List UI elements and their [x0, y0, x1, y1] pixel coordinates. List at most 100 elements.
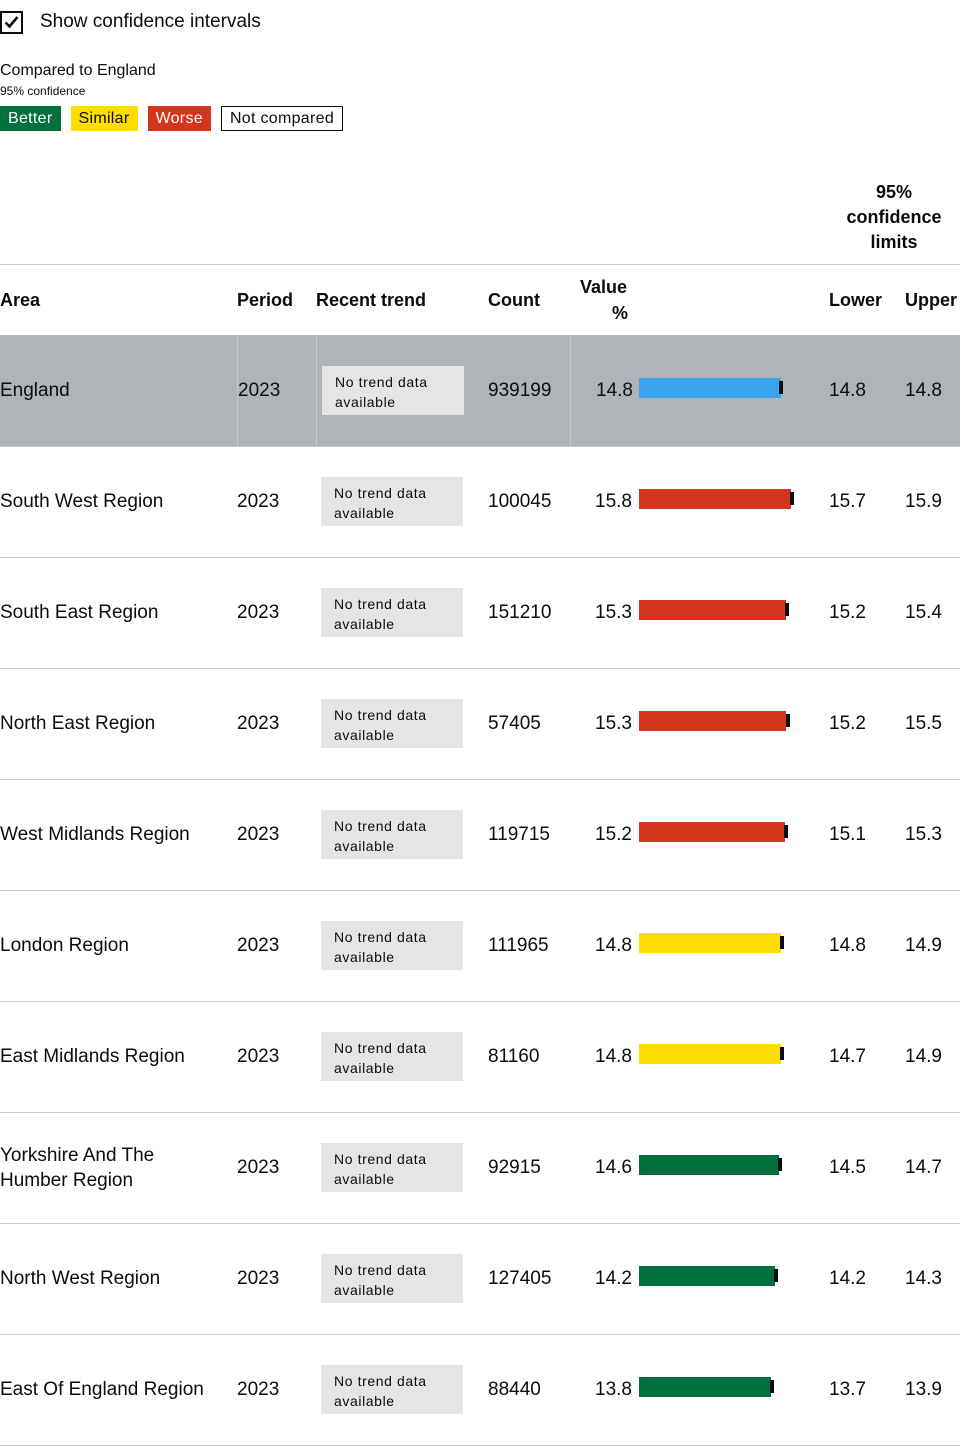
area-name-line: West Midlands Region: [0, 824, 190, 845]
value: 14.6: [595, 1156, 632, 1178]
value: 15.8: [595, 490, 632, 512]
upper-limit: 15.4: [905, 601, 942, 623]
table-row[interactable]: England 2023 No trend data available 939199 1…: [0, 335, 960, 447]
period: 2023: [237, 1267, 280, 1289]
upper-limit: 14.7: [905, 1156, 942, 1178]
trend-text-line: No trend data: [334, 596, 427, 612]
area-name-line: London Region: [0, 935, 129, 956]
trend-text-line: available: [334, 727, 395, 743]
lower-limit: 14.8: [829, 934, 866, 956]
no-trend-badge: No trend data available: [322, 366, 464, 415]
table-row[interactable]: London Region 2023 No trend data available 1…: [0, 890, 960, 1002]
value-bar: [639, 822, 785, 842]
area-name[interactable]: South East Region: [0, 557, 236, 668]
area-name-line: East Of England Region: [0, 1379, 204, 1400]
lower-limit: 14.2: [829, 1267, 866, 1289]
lower-limit: 14.7: [829, 1045, 866, 1067]
legend-similar: Similar: [70, 106, 138, 131]
value-bar: [639, 1155, 779, 1175]
recent-trend: No trend data available: [316, 1001, 486, 1112]
table-row[interactable]: North West Region 2023 No trend data availa…: [0, 1223, 960, 1335]
header-upper[interactable]: Upper: [905, 290, 958, 310]
legend-title: Compared to England: [0, 62, 156, 79]
area-name[interactable]: South West Region: [0, 446, 236, 557]
header-count[interactable]: Count: [488, 290, 540, 310]
value: 13.8: [595, 1378, 632, 1400]
period: 2023: [237, 934, 280, 956]
upper-limit: 14.9: [905, 1045, 942, 1067]
value-bar: [639, 378, 781, 398]
header-lower[interactable]: Lower: [829, 290, 883, 310]
confidence-interval-marker: [790, 492, 794, 505]
confidence-limits-heading: 95% confidence limits: [832, 180, 956, 255]
value-bar: [639, 600, 786, 620]
lower-limit: 15.1: [829, 823, 866, 845]
count: 88440: [488, 1378, 541, 1400]
count: 111965: [488, 934, 549, 956]
area-name[interactable]: Yorkshire And The Humber Region: [0, 1112, 236, 1223]
confidence-interval-marker: [780, 936, 784, 949]
area-name[interactable]: London Region: [0, 890, 236, 1001]
no-trend-badge: No trend data available: [321, 1032, 463, 1081]
value: 14.2: [595, 1267, 632, 1289]
header-period[interactable]: Period: [237, 290, 294, 310]
area-name[interactable]: West Midlands Region: [0, 779, 236, 890]
area-name[interactable]: England: [0, 335, 236, 446]
area-name[interactable]: North East Region: [0, 668, 236, 779]
header-value[interactable]: Value: [580, 277, 628, 297]
trend-text-line: available: [334, 1282, 395, 1298]
trend-text-line: No trend data: [334, 818, 427, 834]
legend-worse: Worse: [147, 106, 211, 131]
confidence-interval-marker: [785, 603, 789, 616]
legend: Better Similar Worse Not compared: [0, 106, 353, 131]
legend-subtitle: 95% confidence: [0, 84, 86, 98]
table-row[interactable]: Yorkshire And The Humber Region 2023 No tre…: [0, 1112, 960, 1224]
confidence-interval-marker: [770, 1380, 774, 1393]
value-bar: [639, 933, 781, 953]
area-name-line: North West Region: [0, 1268, 161, 1289]
area-name-line: South West Region: [0, 491, 164, 512]
value: 15.3: [595, 601, 632, 623]
table-row[interactable]: South East Region 2023 No trend data availa…: [0, 557, 960, 669]
lower-limit: 13.7: [829, 1378, 866, 1400]
confidence-interval-marker: [778, 1158, 782, 1171]
count: 100045: [488, 490, 552, 512]
period: 2023: [237, 1378, 280, 1400]
area-name-line: East Midlands Region: [0, 1046, 185, 1067]
area-name[interactable]: East Of England Region: [0, 1334, 236, 1445]
period: 2023: [237, 712, 280, 734]
no-trend-badge: No trend data available: [321, 1143, 463, 1192]
period: 2023: [237, 823, 280, 845]
area-name[interactable]: North West Region: [0, 1223, 236, 1334]
upper-limit: 15.9: [905, 490, 942, 512]
value: 14.8: [595, 1045, 632, 1067]
table-row[interactable]: South West Region 2023 No trend data availa…: [0, 446, 960, 558]
area-name-line: Yorkshire And The: [0, 1144, 155, 1166]
count: 57405: [488, 712, 541, 734]
table-row[interactable]: North East Region 2023 No trend data availa…: [0, 668, 960, 780]
checkbox[interactable]: [0, 10, 23, 34]
upper-limit: 14.3: [905, 1267, 942, 1289]
upper-limit: 14.8: [905, 379, 942, 401]
header-divider: [0, 264, 960, 265]
recent-trend: No trend data available: [316, 779, 486, 890]
recent-trend: No trend data available: [316, 335, 487, 446]
confidence-interval-marker: [774, 1269, 778, 1282]
header-area[interactable]: Area: [0, 290, 41, 310]
area-name[interactable]: East Midlands Region: [0, 1001, 236, 1112]
no-trend-badge: No trend data available: [321, 477, 463, 526]
table-row[interactable]: East Of England Region 2023 No trend data a…: [0, 1334, 960, 1446]
period: 2023: [237, 601, 280, 623]
table-row[interactable]: East Midlands Region 2023 No trend data ava…: [0, 1001, 960, 1113]
table-row[interactable]: West Midlands Region 2023 No trend data ava…: [0, 779, 960, 891]
period: 2023: [237, 335, 317, 446]
header-value-unit: %: [612, 303, 629, 323]
count: 81160: [488, 1045, 540, 1067]
period: 2023: [237, 490, 280, 512]
lower-limit: 14.8: [829, 379, 866, 401]
show-confidence-intervals-toggle[interactable]: Show confidence intervals: [0, 9, 261, 35]
legend-not-compared: Not compared: [220, 106, 344, 131]
period: 2023: [237, 1156, 280, 1178]
no-trend-badge: No trend data available: [321, 921, 463, 970]
trend-text-line: available: [334, 505, 395, 521]
